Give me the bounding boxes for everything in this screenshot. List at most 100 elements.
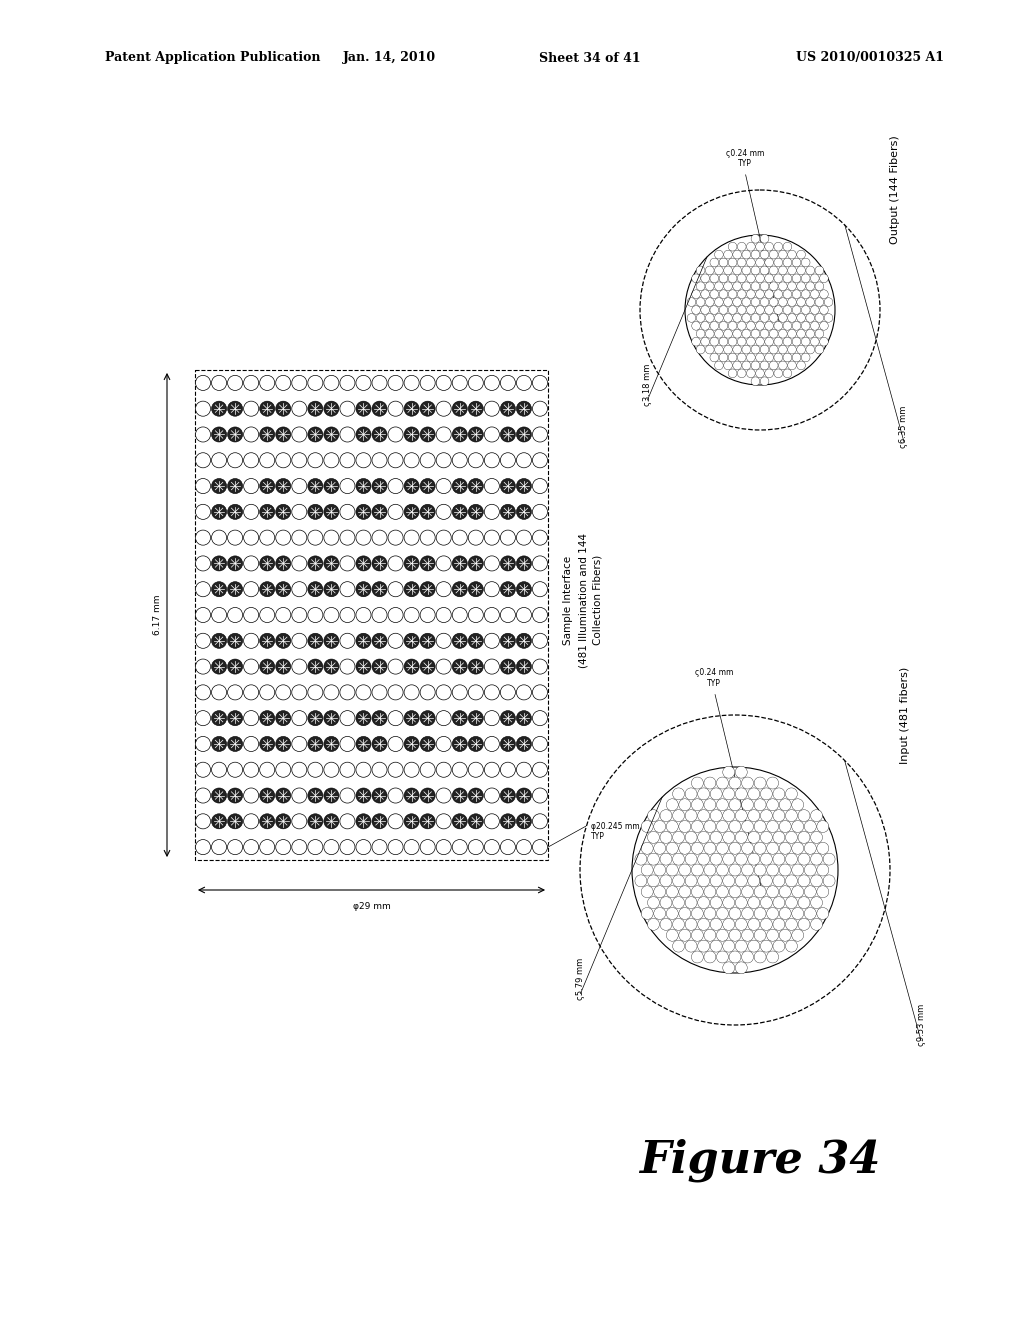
Circle shape <box>719 290 728 298</box>
Text: Output (144 Fibers): Output (144 Fibers) <box>890 136 900 244</box>
Circle shape <box>647 853 659 865</box>
Circle shape <box>787 362 797 370</box>
Circle shape <box>806 282 815 290</box>
Circle shape <box>227 531 243 545</box>
Circle shape <box>724 298 732 306</box>
Circle shape <box>778 298 787 306</box>
Circle shape <box>703 842 716 854</box>
Circle shape <box>696 346 705 354</box>
Circle shape <box>685 940 697 952</box>
Circle shape <box>811 896 822 908</box>
Circle shape <box>468 504 483 519</box>
Circle shape <box>420 607 435 623</box>
Circle shape <box>729 821 741 833</box>
Circle shape <box>212 840 226 854</box>
Circle shape <box>356 607 371 623</box>
Circle shape <box>696 282 705 290</box>
Circle shape <box>532 813 548 829</box>
Circle shape <box>793 322 801 330</box>
Circle shape <box>404 840 419 854</box>
Circle shape <box>746 259 756 267</box>
Circle shape <box>673 875 684 887</box>
Circle shape <box>484 659 500 675</box>
Circle shape <box>275 426 291 442</box>
Circle shape <box>196 634 211 648</box>
Circle shape <box>308 659 323 675</box>
Circle shape <box>711 896 722 908</box>
Circle shape <box>275 375 291 391</box>
Circle shape <box>711 853 722 865</box>
Circle shape <box>729 865 741 876</box>
Circle shape <box>404 504 419 519</box>
Circle shape <box>815 267 823 275</box>
Circle shape <box>275 607 291 623</box>
Circle shape <box>420 479 435 494</box>
Circle shape <box>275 504 291 519</box>
Circle shape <box>324 479 339 494</box>
Circle shape <box>783 259 792 267</box>
Circle shape <box>751 314 760 322</box>
Circle shape <box>484 479 500 494</box>
Circle shape <box>754 777 766 789</box>
Circle shape <box>733 282 741 290</box>
Circle shape <box>484 634 500 648</box>
Circle shape <box>468 401 483 416</box>
Circle shape <box>737 243 746 251</box>
Circle shape <box>685 896 697 908</box>
Circle shape <box>746 338 756 346</box>
Circle shape <box>260 375 274 391</box>
Circle shape <box>196 582 211 597</box>
Circle shape <box>420 840 435 854</box>
Circle shape <box>308 710 323 726</box>
Circle shape <box>742 314 751 322</box>
Circle shape <box>324 659 339 675</box>
Circle shape <box>635 875 647 887</box>
Circle shape <box>227 813 243 829</box>
Circle shape <box>728 306 737 314</box>
Circle shape <box>196 762 211 777</box>
Circle shape <box>815 330 823 338</box>
Circle shape <box>532 531 548 545</box>
Circle shape <box>793 259 801 267</box>
Circle shape <box>308 375 323 391</box>
Circle shape <box>292 531 307 545</box>
Circle shape <box>754 886 766 898</box>
Circle shape <box>532 479 548 494</box>
Circle shape <box>660 875 672 887</box>
Circle shape <box>756 290 764 298</box>
Circle shape <box>733 330 741 338</box>
Circle shape <box>388 685 403 700</box>
Circle shape <box>324 401 339 416</box>
Circle shape <box>804 842 816 854</box>
Circle shape <box>468 453 483 467</box>
Circle shape <box>810 338 819 346</box>
Circle shape <box>484 607 500 623</box>
Circle shape <box>356 762 371 777</box>
Circle shape <box>356 840 371 854</box>
Circle shape <box>484 685 500 700</box>
Circle shape <box>773 875 784 887</box>
Circle shape <box>711 788 722 800</box>
Circle shape <box>729 908 741 920</box>
Circle shape <box>691 821 703 833</box>
Circle shape <box>667 842 678 854</box>
Circle shape <box>685 853 697 865</box>
Circle shape <box>723 853 734 865</box>
Circle shape <box>787 346 797 354</box>
Circle shape <box>735 875 748 887</box>
Circle shape <box>785 940 798 952</box>
Circle shape <box>717 908 728 920</box>
Circle shape <box>324 504 339 519</box>
Circle shape <box>227 685 243 700</box>
Circle shape <box>746 306 756 314</box>
Circle shape <box>404 531 419 545</box>
Circle shape <box>356 556 371 572</box>
Circle shape <box>356 375 371 391</box>
Circle shape <box>691 842 703 854</box>
Circle shape <box>453 556 467 572</box>
Circle shape <box>823 853 835 865</box>
Circle shape <box>754 842 766 854</box>
Circle shape <box>212 813 226 829</box>
Circle shape <box>811 809 822 821</box>
Circle shape <box>737 275 746 282</box>
